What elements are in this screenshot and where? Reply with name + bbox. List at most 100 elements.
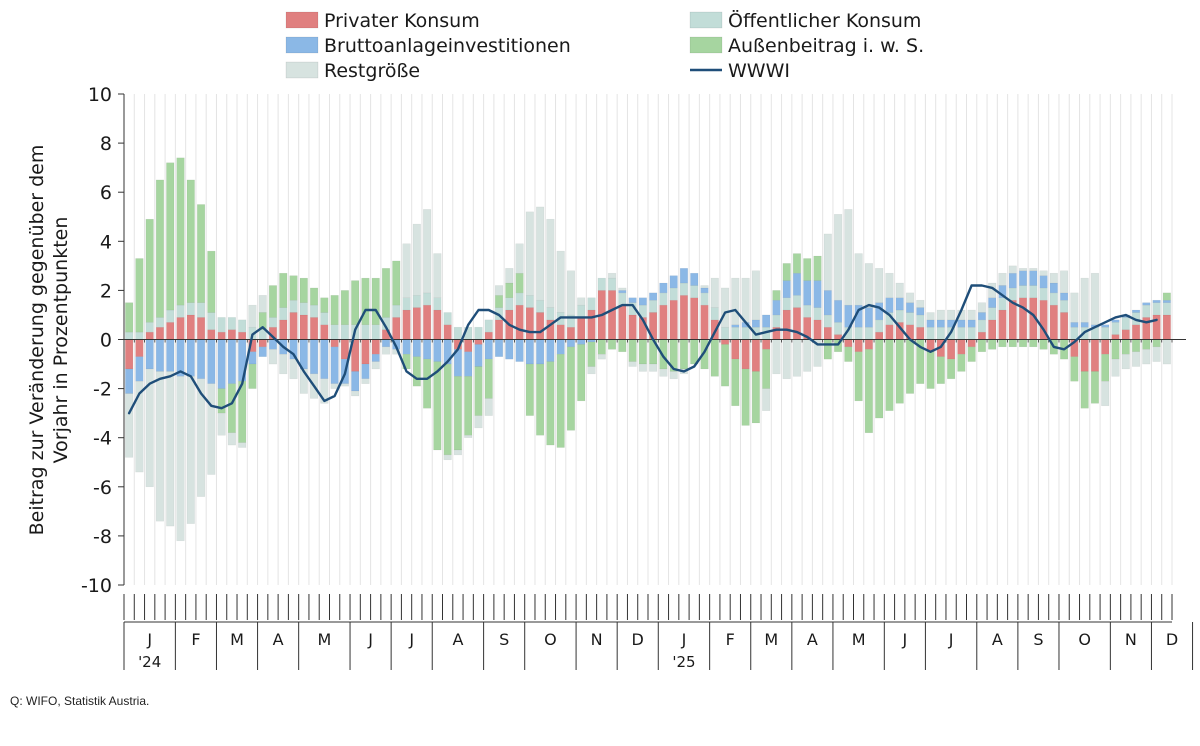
bar-segment — [844, 339, 853, 348]
bar-segment — [864, 349, 873, 434]
bar-segment — [577, 297, 586, 306]
bar-segment — [279, 353, 288, 375]
bar-segment — [1162, 299, 1171, 303]
bar-segment — [423, 292, 432, 306]
bar-segment — [607, 277, 617, 291]
bar-segment — [1142, 304, 1151, 318]
bar-segment — [412, 339, 421, 357]
bar-segment — [238, 319, 247, 333]
bar-segment — [844, 209, 853, 306]
bar-segment — [905, 312, 915, 326]
bar-segment — [176, 317, 185, 340]
bar-segment — [988, 319, 997, 340]
bar-segment — [731, 324, 740, 328]
bar-segment — [597, 353, 606, 360]
bar-segment — [721, 344, 730, 387]
bar-segment — [690, 272, 699, 286]
bar-segment — [1049, 272, 1058, 284]
bar-segment — [813, 255, 822, 281]
bar-segment — [494, 285, 504, 296]
bar-segment — [885, 272, 894, 299]
bar-segment — [1039, 270, 1048, 276]
bar-segment — [967, 339, 976, 348]
bar-segment — [381, 339, 391, 348]
bar-segment — [638, 339, 647, 365]
bar-segment — [618, 292, 627, 306]
bar-segment — [782, 263, 791, 281]
bar-segment — [423, 304, 432, 340]
x-year-label: '25 — [672, 653, 695, 671]
bar-segment — [340, 324, 349, 340]
bar-segment — [977, 339, 986, 353]
bar-segment — [1029, 285, 1038, 299]
x-month-label: S — [1033, 630, 1043, 649]
bar-segment — [957, 319, 966, 328]
bar-segment — [577, 339, 586, 345]
bar-segment — [443, 324, 452, 340]
x-month-label: D — [1166, 630, 1178, 649]
bar-segment — [289, 275, 298, 301]
bar-segment — [310, 304, 319, 318]
bar-segment — [361, 277, 370, 326]
bar-segment — [1008, 287, 1017, 301]
bar-segment — [803, 304, 812, 318]
x-month-label: O — [544, 630, 557, 649]
y-axis-title-line-1: Beitrag zur Veränderung gegenüber dem — [26, 145, 48, 536]
bar-segment — [988, 339, 997, 350]
bar-segment — [433, 309, 442, 340]
bar-segment — [926, 351, 935, 389]
bar-segment — [515, 292, 524, 306]
bar-segment — [536, 363, 545, 436]
bar-segment — [330, 324, 339, 340]
bar-segment — [854, 326, 863, 340]
y-axis-title-line-2: Vorjahr in Prozentpunkten — [50, 217, 72, 464]
bar-segment — [217, 412, 226, 436]
bar-segment — [248, 363, 257, 389]
bar-segment — [957, 326, 966, 340]
bar-segment — [279, 307, 288, 321]
bar-segment — [916, 314, 925, 328]
bar-segment — [484, 331, 493, 340]
bar-segment — [947, 309, 956, 321]
bar-segment — [587, 366, 596, 375]
bar-segment — [340, 290, 349, 326]
bar-segment — [340, 383, 349, 387]
bar-segment — [679, 339, 689, 370]
bar-segment — [577, 304, 586, 318]
bar-segment — [700, 304, 709, 340]
bar-segment — [289, 312, 298, 340]
x-month-label: S — [499, 630, 509, 649]
bar-segment — [977, 331, 986, 340]
bar-segment — [967, 346, 976, 362]
bar-segment — [371, 361, 380, 370]
bar-segment — [166, 309, 175, 323]
bar-segment — [813, 307, 822, 321]
bar-segment — [176, 304, 185, 318]
bar-segment — [1090, 371, 1099, 404]
bar-segment — [772, 299, 781, 316]
bar-segment — [823, 233, 832, 291]
x-month-label: J — [681, 630, 687, 649]
bar-segment — [258, 339, 267, 348]
bar-segment — [607, 339, 617, 350]
bar-segment — [186, 376, 195, 524]
bar-segment — [792, 295, 802, 308]
x-month-label: D — [632, 630, 644, 649]
bar-segment — [238, 331, 247, 340]
bar-segment — [546, 307, 555, 321]
bar-segment — [628, 297, 637, 303]
x-month-label: J — [146, 630, 152, 649]
bar-segment — [1152, 346, 1161, 362]
bar-segment — [700, 285, 709, 289]
y-tick-label: 8 — [100, 133, 112, 155]
bar-segment — [834, 299, 843, 323]
bar-segment — [320, 312, 329, 326]
bar-segment — [751, 339, 760, 372]
bar-segment — [751, 371, 760, 424]
bar-segment — [721, 339, 730, 345]
bar-segment — [227, 383, 236, 434]
bar-segment — [916, 307, 925, 316]
bar-segment — [597, 339, 606, 355]
legend-swatch — [689, 36, 723, 54]
bar-segment — [525, 363, 534, 416]
